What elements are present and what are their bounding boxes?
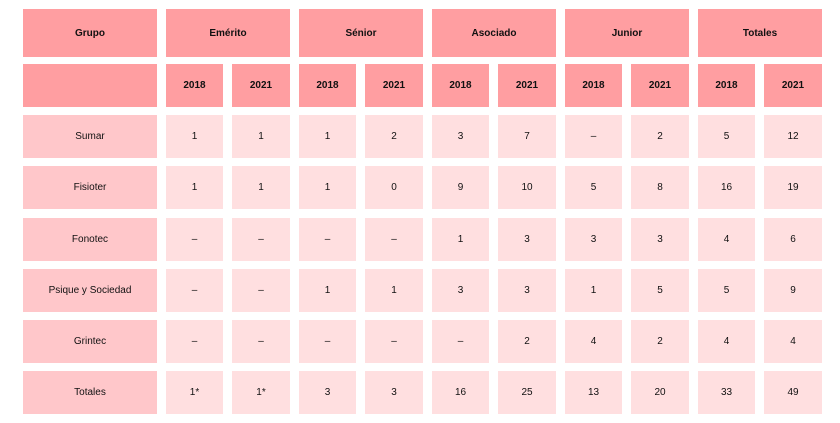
row-label: Grintec [23,320,157,363]
header-asociado: Asociado [432,9,556,57]
header-year: 2018 [698,64,755,107]
table-cell: – [232,320,290,363]
table-cell: 1 [432,218,489,261]
header-junior: Junior [565,9,689,57]
table-cell: – [565,115,622,158]
table-cell: 7 [498,115,556,158]
table-cell: 1 [565,269,622,312]
table-cell: 3 [631,218,689,261]
table-cell: 20 [631,371,689,414]
table-cell: 1 [365,269,423,312]
table-cell: – [365,320,423,363]
table-cell: – [299,218,356,261]
table-cell: – [365,218,423,261]
header-totales: Totales [698,9,822,57]
table-cell: 3 [299,371,356,414]
header-year: 2021 [764,64,822,107]
header-grupo: Grupo [23,9,157,57]
table-cell: 1 [166,115,223,158]
table-cell: 1 [299,269,356,312]
table-cell: 9 [764,269,822,312]
table-cell: 1 [166,166,223,209]
header-senior: Sénior [299,9,423,57]
table-cell: – [232,269,290,312]
header-year: 2018 [299,64,356,107]
table-cell: 3 [432,115,489,158]
table-cell: 16 [698,166,755,209]
table-cell: 4 [698,218,755,261]
table-cell: 1 [299,115,356,158]
header-year: 2018 [166,64,223,107]
header-year: 2018 [565,64,622,107]
table-cell: 1 [232,166,290,209]
table-cell: 6 [764,218,822,261]
table-cell: 16 [432,371,489,414]
table-cell: 4 [764,320,822,363]
row-label: Psique y Sociedad [23,269,157,312]
table-cell: 1* [232,371,290,414]
header-year-blank [23,64,157,107]
table-cell: – [166,269,223,312]
table-cell: 0 [365,166,423,209]
table-cell: – [166,320,223,363]
header-year: 2018 [432,64,489,107]
table-cell: 3 [498,269,556,312]
row-label: Fonotec [23,218,157,261]
table-cell: 5 [565,166,622,209]
table-cell: 33 [698,371,755,414]
table-cell: 5 [698,115,755,158]
header-year: 2021 [631,64,689,107]
table-cell: – [232,218,290,261]
table-cell: 3 [565,218,622,261]
row-label: Totales [23,371,157,414]
table-cell: 13 [565,371,622,414]
header-year: 2021 [498,64,556,107]
row-label: Fisioter [23,166,157,209]
table-cell: 12 [764,115,822,158]
table-cell: – [299,320,356,363]
header-year: 2021 [232,64,290,107]
table-cell: 3 [432,269,489,312]
row-label: Sumar [23,115,157,158]
table-cell: 3 [498,218,556,261]
table-cell: 4 [565,320,622,363]
table-cell: – [166,218,223,261]
table-cell: 5 [698,269,755,312]
table-cell: 5 [631,269,689,312]
table-cell: 2 [631,115,689,158]
table-cell: 9 [432,166,489,209]
table-cell: 25 [498,371,556,414]
table-cell: 3 [365,371,423,414]
table-cell: 2 [365,115,423,158]
table-cell: 1 [299,166,356,209]
table-cell: 49 [764,371,822,414]
table-cell: 4 [698,320,755,363]
header-emerito: Emérito [166,9,290,57]
table-cell: 1* [166,371,223,414]
table-cell: 19 [764,166,822,209]
table-cell: 2 [631,320,689,363]
table-cell: 1 [232,115,290,158]
table-cell: 2 [498,320,556,363]
header-year: 2021 [365,64,423,107]
table-cell: 10 [498,166,556,209]
table-cell: 8 [631,166,689,209]
table-cell: – [432,320,489,363]
